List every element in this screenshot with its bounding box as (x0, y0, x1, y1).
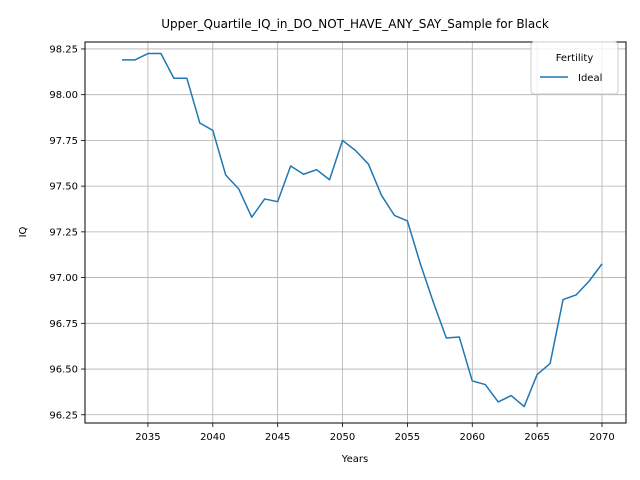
y-tick-label: 96.50 (49, 365, 78, 376)
y-tick-label: 98.00 (49, 90, 78, 101)
x-tick-label: 2060 (460, 432, 485, 443)
ticks: 2035 2040 2045 2050 2055 2060 2065 2070 96.25 96.… (49, 44, 614, 443)
x-tick-label: 2050 (330, 432, 355, 443)
legend-label-ideal: Ideal (578, 73, 602, 84)
grid (85, 42, 626, 423)
y-tick-label: 97.00 (49, 273, 78, 284)
x-tick-label: 2070 (589, 432, 614, 443)
series-layer (121, 52, 603, 408)
x-axis-label: Years (341, 454, 368, 465)
y-tick-label: 97.25 (49, 227, 78, 238)
y-tick-label: 96.25 (49, 410, 78, 421)
y-tick-label: 96.75 (49, 319, 78, 330)
axes-frame (84, 41, 627, 424)
y-tick-label: 97.75 (49, 136, 78, 147)
y-tick-label: 98.25 (49, 44, 78, 55)
chart-title: Upper_Quartile_IQ_in_DO_NOT_HAVE_ANY_SAY… (161, 17, 549, 31)
legend-box (530, 41, 619, 95)
y-tick-label: 97.50 (49, 182, 78, 193)
x-tick-label: 2045 (265, 432, 290, 443)
x-tick-label: 2055 (395, 432, 420, 443)
x-tick-label: 2040 (200, 432, 225, 443)
series-line-ideal (121, 52, 603, 408)
y-axis-label: IQ (18, 226, 29, 237)
legend-title: Fertility (556, 53, 594, 64)
x-tick-label: 2065 (524, 432, 549, 443)
x-tick-label: 2035 (135, 432, 160, 443)
legend: Fertility Ideal (530, 41, 619, 95)
